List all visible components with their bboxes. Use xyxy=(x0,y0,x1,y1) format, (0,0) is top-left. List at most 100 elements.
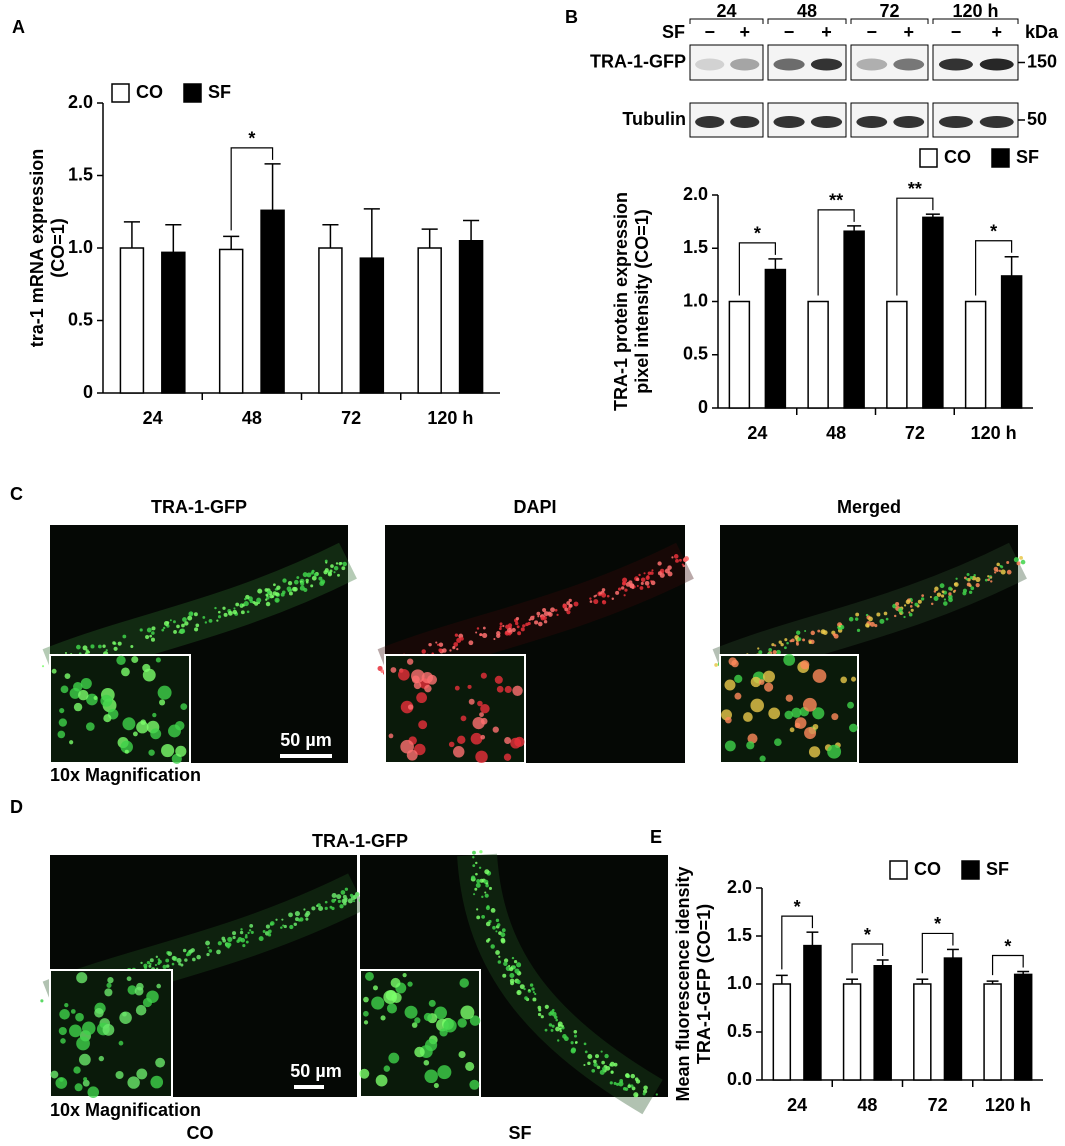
inset-nucleus xyxy=(372,985,378,991)
inset-nucleus xyxy=(150,1075,164,1089)
nucleus xyxy=(587,1061,591,1066)
nucleus xyxy=(990,580,993,583)
nucleus xyxy=(292,586,297,592)
inset-nucleus xyxy=(734,674,743,683)
inset-nucleus xyxy=(460,1005,475,1020)
nucleus xyxy=(671,556,674,559)
nucleus xyxy=(282,578,287,583)
nucleus xyxy=(232,931,237,936)
inset-nucleus xyxy=(159,699,166,706)
nucleus xyxy=(822,630,828,635)
nucleus xyxy=(966,573,970,577)
nucleus xyxy=(169,619,172,622)
nucleus xyxy=(936,592,942,597)
nucleus xyxy=(537,1005,542,1010)
nucleus xyxy=(551,1024,555,1028)
nucleus xyxy=(496,923,501,927)
nucleus xyxy=(544,1028,548,1032)
inset-nucleus xyxy=(416,692,428,704)
nucleus xyxy=(640,577,646,583)
inset-nucleus xyxy=(802,697,817,712)
bar xyxy=(913,983,932,1081)
y-tick-label: 2.0 xyxy=(683,184,708,204)
inset-nucleus xyxy=(59,1009,70,1020)
inset-nucleus xyxy=(791,707,802,718)
inset-nucleus xyxy=(847,701,854,709)
inset-nucleus xyxy=(115,1070,124,1080)
nucleus xyxy=(593,599,599,605)
nucleus xyxy=(319,580,325,586)
nucleus xyxy=(232,935,236,940)
inset-nucleus xyxy=(743,712,753,722)
nucleus xyxy=(503,961,508,967)
nucleus xyxy=(804,630,807,633)
nucleus xyxy=(536,611,541,616)
nucleus xyxy=(786,641,789,645)
nucleus xyxy=(555,1026,560,1032)
nucleus xyxy=(204,621,208,624)
nucleus xyxy=(868,616,873,622)
x-tick-label: 24 xyxy=(747,423,767,443)
nucleus xyxy=(421,649,426,654)
nucleus xyxy=(283,924,287,929)
inset-nucleus xyxy=(467,684,472,689)
nucleus xyxy=(522,624,526,628)
nucleus xyxy=(921,594,925,597)
nucleus xyxy=(476,908,479,911)
bar xyxy=(417,247,442,394)
inset-nucleus xyxy=(180,703,188,711)
nucleus xyxy=(302,572,308,578)
nucleus xyxy=(768,648,773,652)
nucleus xyxy=(987,578,990,582)
nucleus xyxy=(797,637,802,641)
nucleus xyxy=(566,610,571,615)
inset-nucleus xyxy=(480,703,490,714)
y-tick-label: 0.0 xyxy=(727,1069,752,1089)
nucleus xyxy=(338,561,342,566)
bar xyxy=(318,247,343,394)
inset-nucleus xyxy=(812,723,819,730)
error-bar xyxy=(1017,970,1030,975)
nucleus xyxy=(499,622,503,626)
nucleus xyxy=(275,918,278,921)
inset-nucleus xyxy=(85,722,95,731)
nucleus xyxy=(172,620,176,624)
nucleus xyxy=(239,930,244,935)
inset-nucleus xyxy=(136,720,149,734)
nucleus xyxy=(517,991,520,994)
y-tick-label: 1.0 xyxy=(727,973,752,993)
inset-nucleus xyxy=(503,753,512,761)
blot-bracket xyxy=(850,18,929,24)
inset-nucleus xyxy=(136,1068,148,1080)
nucleus xyxy=(609,1061,615,1067)
nucleus xyxy=(784,638,788,642)
nucleus xyxy=(173,630,177,634)
y-tick-label: 1.0 xyxy=(68,237,93,257)
y-tick-label: 2.0 xyxy=(727,877,752,897)
blot-row-label: TRA-1-GFP xyxy=(590,51,686,71)
nucleus xyxy=(146,627,152,633)
nucleus xyxy=(617,587,622,591)
nucleus xyxy=(478,866,482,869)
nucleus xyxy=(810,630,815,636)
nucleus xyxy=(506,627,512,633)
nucleus xyxy=(984,578,988,582)
inset-nucleus xyxy=(465,1061,475,1072)
nucleus xyxy=(999,564,1002,568)
inset-nucleus xyxy=(51,668,57,674)
bar xyxy=(764,268,787,409)
error-bar xyxy=(925,213,940,218)
inset-nucleus xyxy=(479,712,484,718)
nucleus xyxy=(642,1092,646,1096)
nucleus xyxy=(568,598,572,603)
nucleus xyxy=(161,628,165,632)
error-bar xyxy=(165,224,182,253)
nucleus xyxy=(591,1068,596,1073)
nucleus xyxy=(609,1081,613,1085)
nucleus xyxy=(331,898,336,903)
nucleus xyxy=(294,579,299,585)
nucleus xyxy=(468,640,474,646)
error-bar xyxy=(363,208,380,259)
blot-band xyxy=(773,116,805,128)
inset-nucleus xyxy=(453,746,465,758)
